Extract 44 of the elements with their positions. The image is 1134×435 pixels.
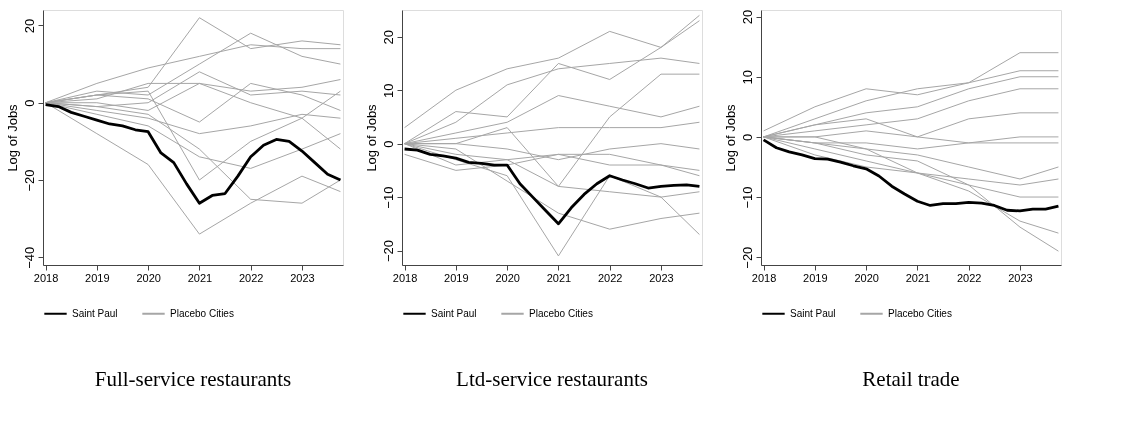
x-tick-label: 2019 bbox=[803, 271, 828, 284]
text: Full-service restaurants bbox=[94, 367, 292, 391]
y-axis-title: Log of Jobs bbox=[722, 103, 738, 172]
x-tick-label: 2023 bbox=[1008, 271, 1033, 284]
x-tick-label: 2021 bbox=[546, 271, 572, 284]
y-tick-label: −20 bbox=[21, 169, 37, 192]
x-tick-label: 2021 bbox=[187, 271, 213, 284]
y-tick-label: 20 bbox=[21, 18, 37, 34]
legend-label: Placebo Cities bbox=[170, 307, 234, 319]
x-tick-label: 2021 bbox=[905, 271, 931, 284]
x-tick-label: 2018 bbox=[392, 271, 418, 284]
legend-label: Placebo Cities bbox=[888, 307, 952, 319]
y-tick-label: 10 bbox=[739, 70, 755, 85]
y-tick-label: −40 bbox=[21, 246, 37, 269]
y-tick-label: 10 bbox=[380, 83, 396, 98]
y-tick-label: 0 bbox=[21, 99, 37, 107]
y-tick-label: 20 bbox=[380, 30, 396, 45]
legend-label: Saint Paul bbox=[790, 307, 836, 319]
text: Retail trade bbox=[862, 367, 960, 391]
x-tick-label: 2020 bbox=[495, 271, 520, 284]
y-tick-label: −20 bbox=[739, 246, 755, 269]
y-axis-title: Log of Jobs bbox=[4, 103, 20, 172]
x-tick-label: 2022 bbox=[597, 271, 623, 284]
y-tick-label: 0 bbox=[739, 133, 755, 142]
x-tick-label: 2019 bbox=[444, 271, 469, 284]
x-tick-label: 2022 bbox=[956, 271, 982, 284]
y-tick-label: −10 bbox=[739, 186, 755, 209]
x-tick-label: 2023 bbox=[649, 271, 674, 284]
y-tick-label: 0 bbox=[380, 140, 396, 148]
legend-label: Saint Paul bbox=[431, 307, 477, 319]
legend-label: Saint Paul bbox=[72, 307, 118, 319]
y-tick-label: 20 bbox=[739, 9, 755, 25]
legend-label: Placebo Cities bbox=[529, 307, 593, 319]
x-tick-label: 2020 bbox=[136, 271, 161, 284]
text: Ltd-service restaurants bbox=[456, 367, 648, 391]
x-tick-label: 2018 bbox=[33, 271, 59, 284]
x-tick-label: 2022 bbox=[238, 271, 264, 284]
x-tick-label: 2019 bbox=[85, 271, 110, 284]
y-axis-title: Log of Jobs bbox=[363, 103, 379, 172]
y-tick-label: −20 bbox=[380, 240, 396, 263]
x-tick-label: 2020 bbox=[854, 271, 879, 284]
x-tick-label: 2023 bbox=[290, 271, 315, 284]
x-tick-label: 2018 bbox=[751, 271, 777, 284]
y-tick-label: −10 bbox=[380, 186, 396, 209]
